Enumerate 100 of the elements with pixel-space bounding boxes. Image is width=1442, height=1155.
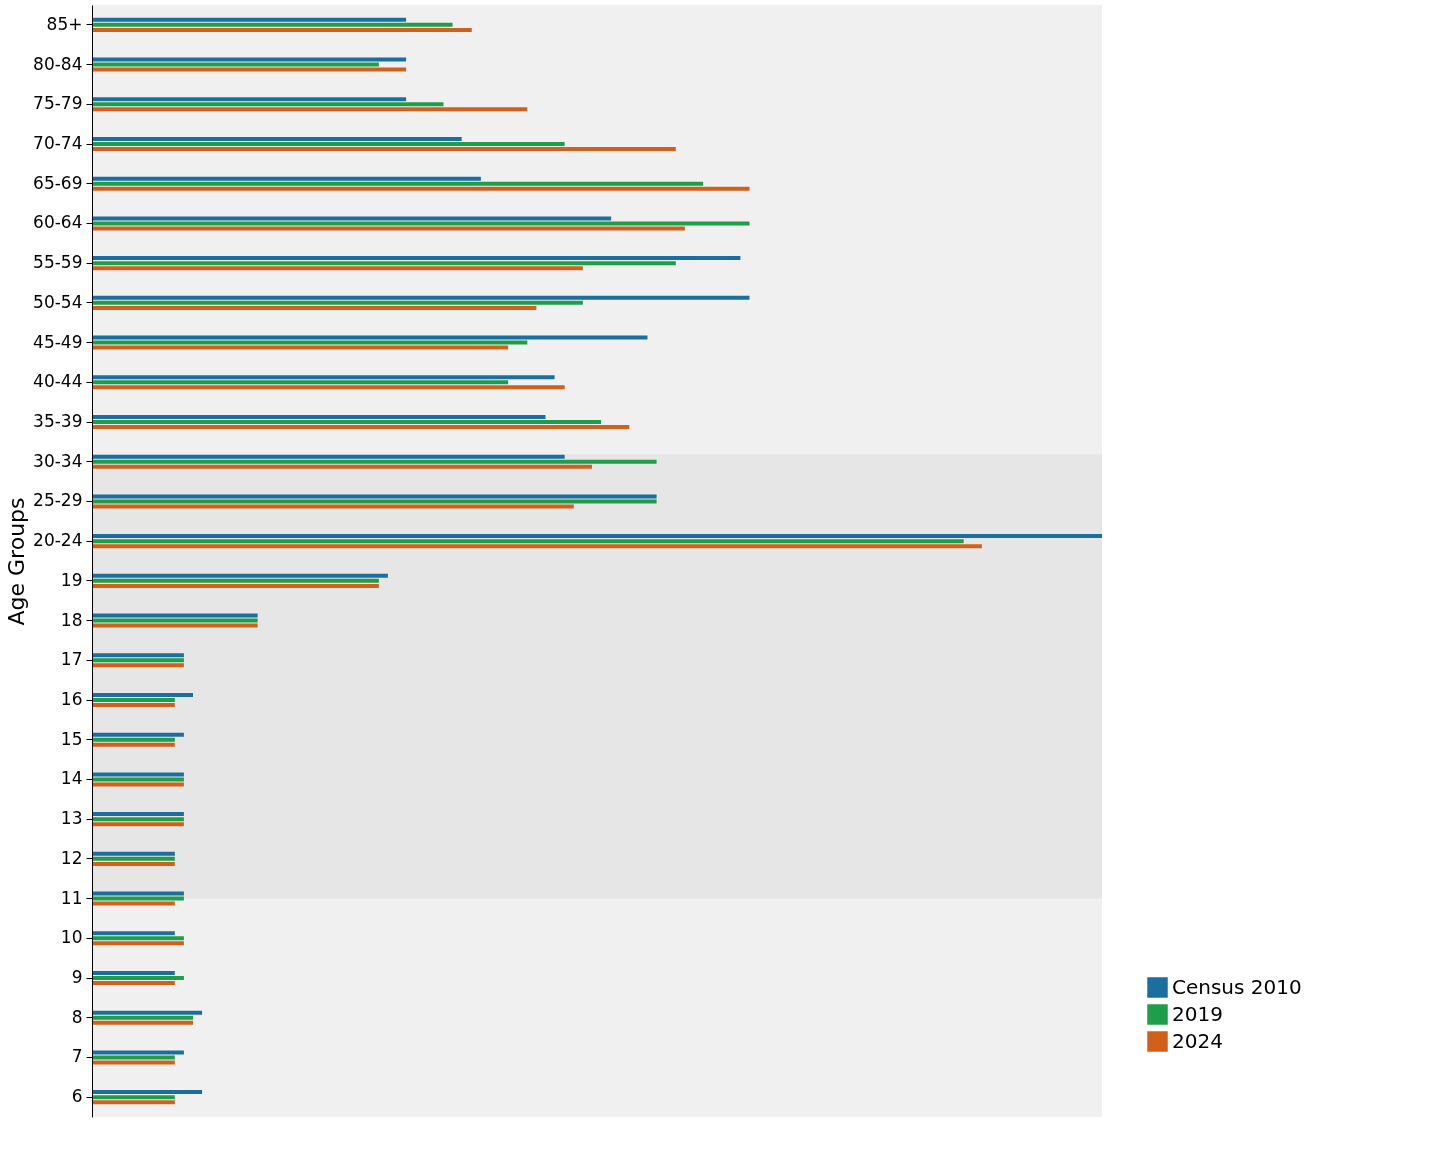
bar xyxy=(92,425,630,430)
bar xyxy=(92,618,258,623)
bar xyxy=(92,221,750,226)
bar xyxy=(92,658,184,663)
bar xyxy=(92,1090,203,1095)
bar xyxy=(92,742,175,747)
bar xyxy=(92,534,1102,539)
y-tick-label: 13 xyxy=(60,808,83,829)
bar xyxy=(92,142,565,146)
bar xyxy=(92,504,574,509)
bar xyxy=(92,1050,184,1055)
bar xyxy=(92,295,750,300)
y-tick-label: 18 xyxy=(60,609,83,630)
bar xyxy=(92,822,184,827)
bar xyxy=(92,216,612,221)
bar xyxy=(92,544,982,549)
bar xyxy=(92,1095,175,1100)
y-tick-label: 80-84 xyxy=(33,53,83,74)
bar xyxy=(92,861,175,866)
y-tick-label: 40-44 xyxy=(33,371,83,392)
bar xyxy=(92,136,462,141)
bar xyxy=(92,414,546,419)
bar xyxy=(92,261,676,266)
y-tick-label: 50-54 xyxy=(33,291,83,312)
bar xyxy=(92,17,407,22)
y-tick-label: 65-69 xyxy=(33,172,83,193)
y-tick-label: 19 xyxy=(60,569,83,590)
y-tick-label: 7 xyxy=(71,1046,83,1067)
bar xyxy=(92,698,175,702)
bar xyxy=(92,931,175,936)
y-tick-label: 75-79 xyxy=(33,93,83,114)
bar xyxy=(92,176,481,181)
bar xyxy=(92,703,175,708)
bar xyxy=(92,147,676,152)
bar xyxy=(92,226,685,231)
y-tick-label: 16 xyxy=(60,689,83,709)
bar xyxy=(92,266,583,271)
bar xyxy=(92,578,379,583)
legend-label: 2019 xyxy=(1172,1001,1223,1026)
bar xyxy=(92,186,750,191)
y-tick-label: 11 xyxy=(60,887,83,908)
bar xyxy=(92,57,407,62)
bar xyxy=(92,692,193,697)
legend-label: Census 2010 xyxy=(1172,974,1302,999)
bar xyxy=(92,901,175,906)
y-tick-label: 8 xyxy=(71,1006,83,1027)
y-axis-title: Age Groups xyxy=(4,497,30,626)
bar xyxy=(92,102,444,107)
y-tick-label: 6 xyxy=(71,1086,83,1107)
y-tick-label: 9 xyxy=(71,967,83,987)
bar xyxy=(92,573,388,578)
bar xyxy=(92,663,184,668)
bar xyxy=(92,335,648,340)
bar xyxy=(92,613,258,618)
bar xyxy=(92,856,175,861)
bar xyxy=(92,494,657,499)
y-tick-label: 25-29 xyxy=(33,490,83,511)
bar xyxy=(92,772,184,777)
y-tick-label: 10 xyxy=(60,927,83,948)
bar xyxy=(92,896,184,901)
bar xyxy=(92,891,184,896)
bar xyxy=(92,583,379,588)
bar xyxy=(92,305,537,310)
y-tick-label: 70-74 xyxy=(33,133,83,153)
bar xyxy=(92,1010,203,1015)
bar xyxy=(92,27,472,32)
bar xyxy=(92,499,657,504)
y-tick-label: 55-59 xyxy=(33,252,83,273)
bar xyxy=(92,256,741,261)
bar xyxy=(92,67,407,72)
bar xyxy=(92,375,555,380)
bar xyxy=(92,623,258,628)
bar xyxy=(92,777,184,782)
bar xyxy=(92,300,583,305)
bar xyxy=(92,653,184,658)
bar xyxy=(92,97,407,102)
bar xyxy=(92,181,704,186)
bar xyxy=(92,1060,175,1065)
y-tick-label: 14 xyxy=(60,768,83,789)
bar xyxy=(92,1020,193,1025)
bar xyxy=(92,459,657,464)
y-tick-label: 30-34 xyxy=(33,450,83,471)
bar xyxy=(92,1055,175,1060)
bar xyxy=(92,1015,193,1020)
y-tick-label: 35-39 xyxy=(33,411,83,431)
y-tick-label: 12 xyxy=(60,847,83,868)
y-tick-label: 20-24 xyxy=(33,530,83,551)
bar xyxy=(92,941,184,946)
bar xyxy=(92,420,602,424)
bar xyxy=(92,732,184,737)
bar xyxy=(92,1100,175,1105)
bar xyxy=(92,936,184,941)
legend-label: 2024 xyxy=(1172,1028,1223,1053)
y-tick-label: 60-64 xyxy=(33,212,83,233)
bar xyxy=(92,737,175,742)
bar xyxy=(92,976,184,980)
bar xyxy=(92,817,184,822)
y-tick-label: 17 xyxy=(60,649,83,670)
bar xyxy=(92,345,509,350)
bar xyxy=(92,981,175,986)
